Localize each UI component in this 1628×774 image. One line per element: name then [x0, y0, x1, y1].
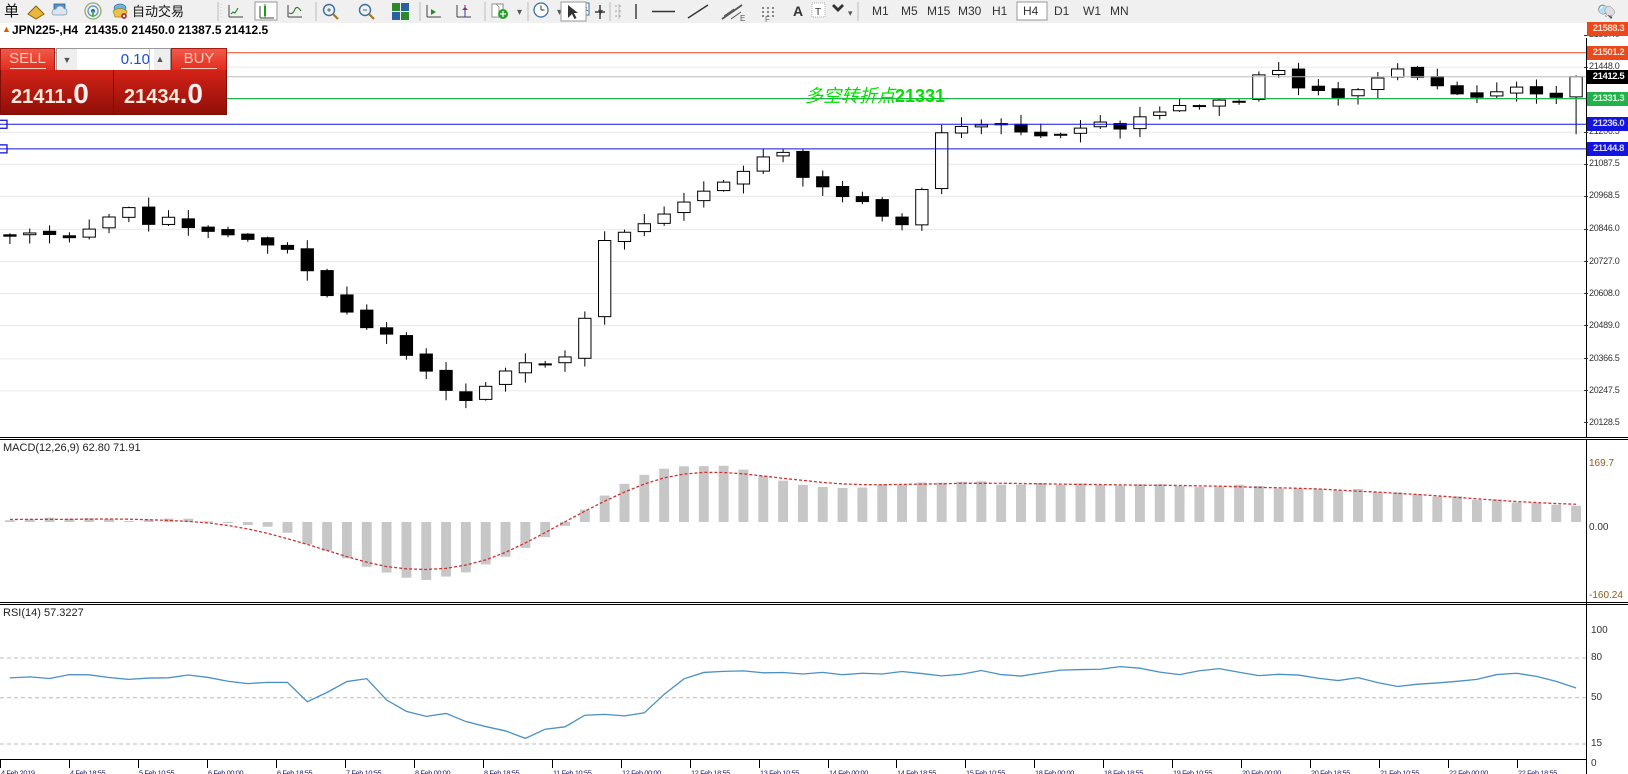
svg-text:A: A: [793, 3, 803, 19]
svg-text:W1: W1: [1083, 4, 1101, 18]
svg-text:H1: H1: [992, 4, 1008, 18]
svg-text:MN: MN: [1110, 4, 1129, 18]
svg-text:E: E: [740, 14, 745, 23]
svg-text:M30: M30: [958, 4, 982, 18]
svg-text:F: F: [765, 15, 770, 23]
svg-text:单: 单: [4, 3, 19, 20]
svg-text:▾: ▾: [848, 8, 853, 18]
svg-text:M1: M1: [872, 4, 889, 18]
svg-text:自动交易: 自动交易: [132, 4, 184, 19]
svg-text:M5: M5: [901, 4, 918, 18]
svg-text:▾: ▾: [517, 7, 522, 18]
svg-text:T: T: [815, 7, 821, 18]
svg-text:D1: D1: [1054, 4, 1070, 18]
svg-text:H4: H4: [1023, 4, 1039, 18]
svg-text:M15: M15: [927, 4, 951, 18]
